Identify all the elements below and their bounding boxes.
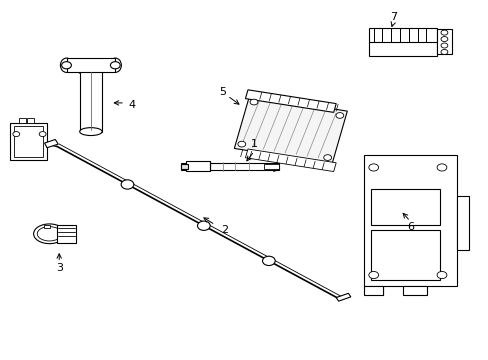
Polygon shape [234, 96, 346, 164]
Polygon shape [363, 286, 383, 295]
Circle shape [440, 43, 447, 48]
Circle shape [440, 30, 447, 35]
Circle shape [110, 62, 120, 69]
Ellipse shape [37, 226, 61, 241]
Bar [10, 123, 47, 160]
Bar [14, 126, 42, 157]
Circle shape [440, 49, 447, 54]
Bar [264, 163, 278, 169]
Bar [19, 118, 26, 123]
Ellipse shape [77, 66, 104, 75]
Bar [363, 155, 456, 286]
Circle shape [368, 271, 378, 279]
Circle shape [249, 99, 257, 105]
Polygon shape [181, 163, 188, 169]
Bar [370, 230, 439, 280]
Circle shape [323, 155, 331, 161]
Bar [66, 58, 115, 72]
Bar [370, 189, 439, 225]
Text: 2: 2 [221, 225, 228, 235]
Polygon shape [336, 293, 350, 301]
Bar [436, 30, 451, 54]
Polygon shape [185, 161, 210, 171]
Circle shape [335, 113, 343, 118]
Polygon shape [245, 149, 336, 172]
Ellipse shape [80, 128, 102, 135]
Circle shape [368, 164, 378, 171]
Circle shape [238, 141, 245, 147]
Polygon shape [44, 139, 58, 148]
Ellipse shape [61, 58, 73, 72]
Bar [368, 28, 436, 56]
Text: 6: 6 [406, 222, 413, 231]
Bar [57, 225, 76, 243]
Circle shape [436, 164, 446, 171]
Text: 4: 4 [128, 100, 136, 110]
Polygon shape [181, 163, 278, 170]
Circle shape [121, 180, 134, 189]
Ellipse shape [109, 58, 121, 72]
Bar [43, 225, 50, 228]
Bar [80, 71, 102, 132]
Circle shape [39, 132, 46, 136]
Circle shape [13, 132, 20, 136]
Circle shape [197, 221, 210, 230]
Text: 5: 5 [219, 87, 225, 97]
Circle shape [262, 256, 275, 266]
Circle shape [61, 62, 71, 69]
Bar [456, 196, 468, 250]
Text: 3: 3 [56, 263, 62, 273]
Polygon shape [402, 286, 427, 295]
Polygon shape [245, 90, 336, 112]
Text: 1: 1 [250, 139, 257, 149]
Circle shape [436, 271, 446, 279]
Bar [27, 118, 34, 123]
Text: 7: 7 [389, 12, 396, 22]
Circle shape [440, 37, 447, 41]
Ellipse shape [34, 224, 65, 244]
